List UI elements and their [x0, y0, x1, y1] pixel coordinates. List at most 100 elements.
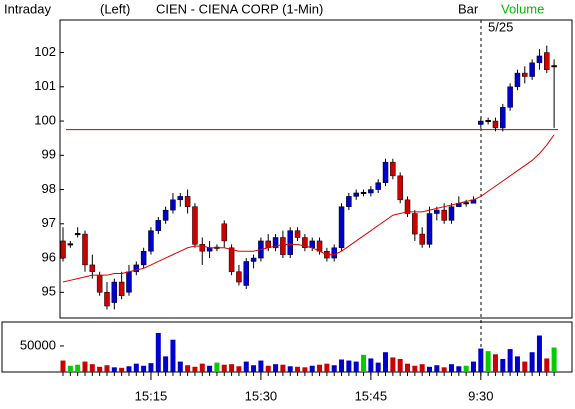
candle-body — [294, 230, 301, 238]
volume-bar — [155, 332, 161, 372]
volume-tick-label: 50000 — [20, 337, 56, 352]
candle-body — [126, 271, 132, 293]
volume-bar — [104, 365, 110, 372]
volume-bar — [514, 356, 520, 372]
volume-bar — [82, 361, 88, 372]
candle-body — [67, 243, 74, 246]
volume-bar — [500, 358, 506, 372]
candle-body — [280, 237, 286, 255]
candle-body — [382, 161, 389, 183]
volume-bar — [522, 361, 528, 372]
candle-body — [243, 261, 249, 286]
volume-bar — [287, 366, 293, 372]
volume-bar — [507, 349, 513, 372]
candle-body — [478, 120, 484, 125]
header-side: (Left) — [100, 1, 130, 16]
y-tick-label: 97 — [42, 215, 56, 230]
candle-body — [353, 192, 359, 197]
volume-bar — [529, 352, 535, 372]
candle-body — [404, 199, 411, 214]
candle-body — [199, 244, 206, 252]
volume-bar — [126, 366, 132, 372]
volume-bar — [243, 361, 249, 372]
volume-bar — [236, 366, 242, 372]
volume-bar — [148, 363, 154, 372]
date-label: 5/25 — [488, 19, 513, 34]
volume-bar — [419, 364, 425, 372]
y-tick-label: 99 — [42, 147, 56, 162]
candle-body — [250, 257, 257, 262]
volume-bar — [331, 365, 337, 372]
volume-bar — [309, 365, 315, 372]
volume-bar — [280, 364, 286, 372]
volume-bar — [544, 358, 550, 372]
candle-body — [412, 213, 418, 235]
volume-bar — [485, 351, 491, 372]
volume-bar — [405, 363, 411, 372]
candle-body — [272, 237, 279, 249]
volume-bar — [434, 365, 440, 372]
candle-body — [434, 209, 440, 214]
volume-bar — [214, 362, 220, 372]
candle-body — [111, 281, 118, 303]
header-mode: Intraday — [4, 1, 51, 16]
candle-body — [368, 189, 374, 194]
candle-body — [397, 175, 403, 201]
candle-body — [544, 52, 550, 70]
x-tick-label: 9:30 — [468, 388, 493, 403]
candle-body — [448, 206, 455, 221]
volume-bar — [273, 364, 279, 372]
volume-bar — [170, 339, 176, 372]
candle-body — [419, 233, 425, 245]
volume-bar — [397, 358, 403, 372]
candle-body — [104, 292, 110, 307]
candle-body — [206, 247, 213, 252]
volume-frame — [1, 321, 573, 373]
candle-body — [551, 65, 557, 68]
candle-body — [287, 230, 293, 255]
candle-body — [463, 202, 469, 205]
candle-body — [302, 237, 308, 249]
candle-body — [177, 196, 184, 201]
candle-body — [236, 271, 242, 283]
y-tick-label: 95 — [42, 284, 56, 299]
candle-body — [118, 281, 125, 296]
candle-body — [536, 55, 543, 64]
volume-bar — [265, 365, 271, 372]
candle-body — [485, 120, 491, 123]
candle-body — [162, 209, 169, 221]
x-tick-label: 15:15 — [135, 388, 168, 403]
candle-body — [170, 199, 176, 211]
candle-body — [133, 264, 140, 273]
volume-bar — [536, 335, 542, 372]
candle-body — [228, 247, 235, 273]
volume-bar — [177, 361, 183, 372]
header-bar: Bar — [458, 1, 479, 16]
volume-bar — [251, 365, 257, 372]
candle-body — [60, 240, 66, 259]
y-tick-label: 96 — [42, 249, 56, 264]
candle-body — [155, 220, 162, 231]
x-tick-label: 15:30 — [245, 388, 278, 403]
candle-body — [140, 250, 147, 266]
volume-bar — [67, 365, 73, 372]
volume-bar — [492, 354, 498, 372]
volume-bar — [339, 359, 345, 372]
volume-bar — [361, 354, 367, 372]
volume-bar — [229, 364, 235, 372]
candle-body — [309, 240, 315, 249]
candle-body — [89, 264, 96, 273]
candle-body — [265, 240, 271, 249]
candle-body — [529, 62, 535, 77]
candle-body — [375, 182, 381, 190]
volume-bar — [89, 364, 95, 372]
price-frame — [59, 19, 573, 319]
volume-bar — [353, 361, 359, 372]
candle-body — [331, 247, 337, 259]
y-tick-label: 102 — [34, 44, 56, 59]
y-tick-label: 101 — [34, 78, 56, 93]
y-tick-label: 98 — [42, 181, 56, 196]
candle-body — [74, 233, 81, 236]
volume-bar — [427, 366, 432, 372]
volume-bar — [185, 365, 191, 372]
